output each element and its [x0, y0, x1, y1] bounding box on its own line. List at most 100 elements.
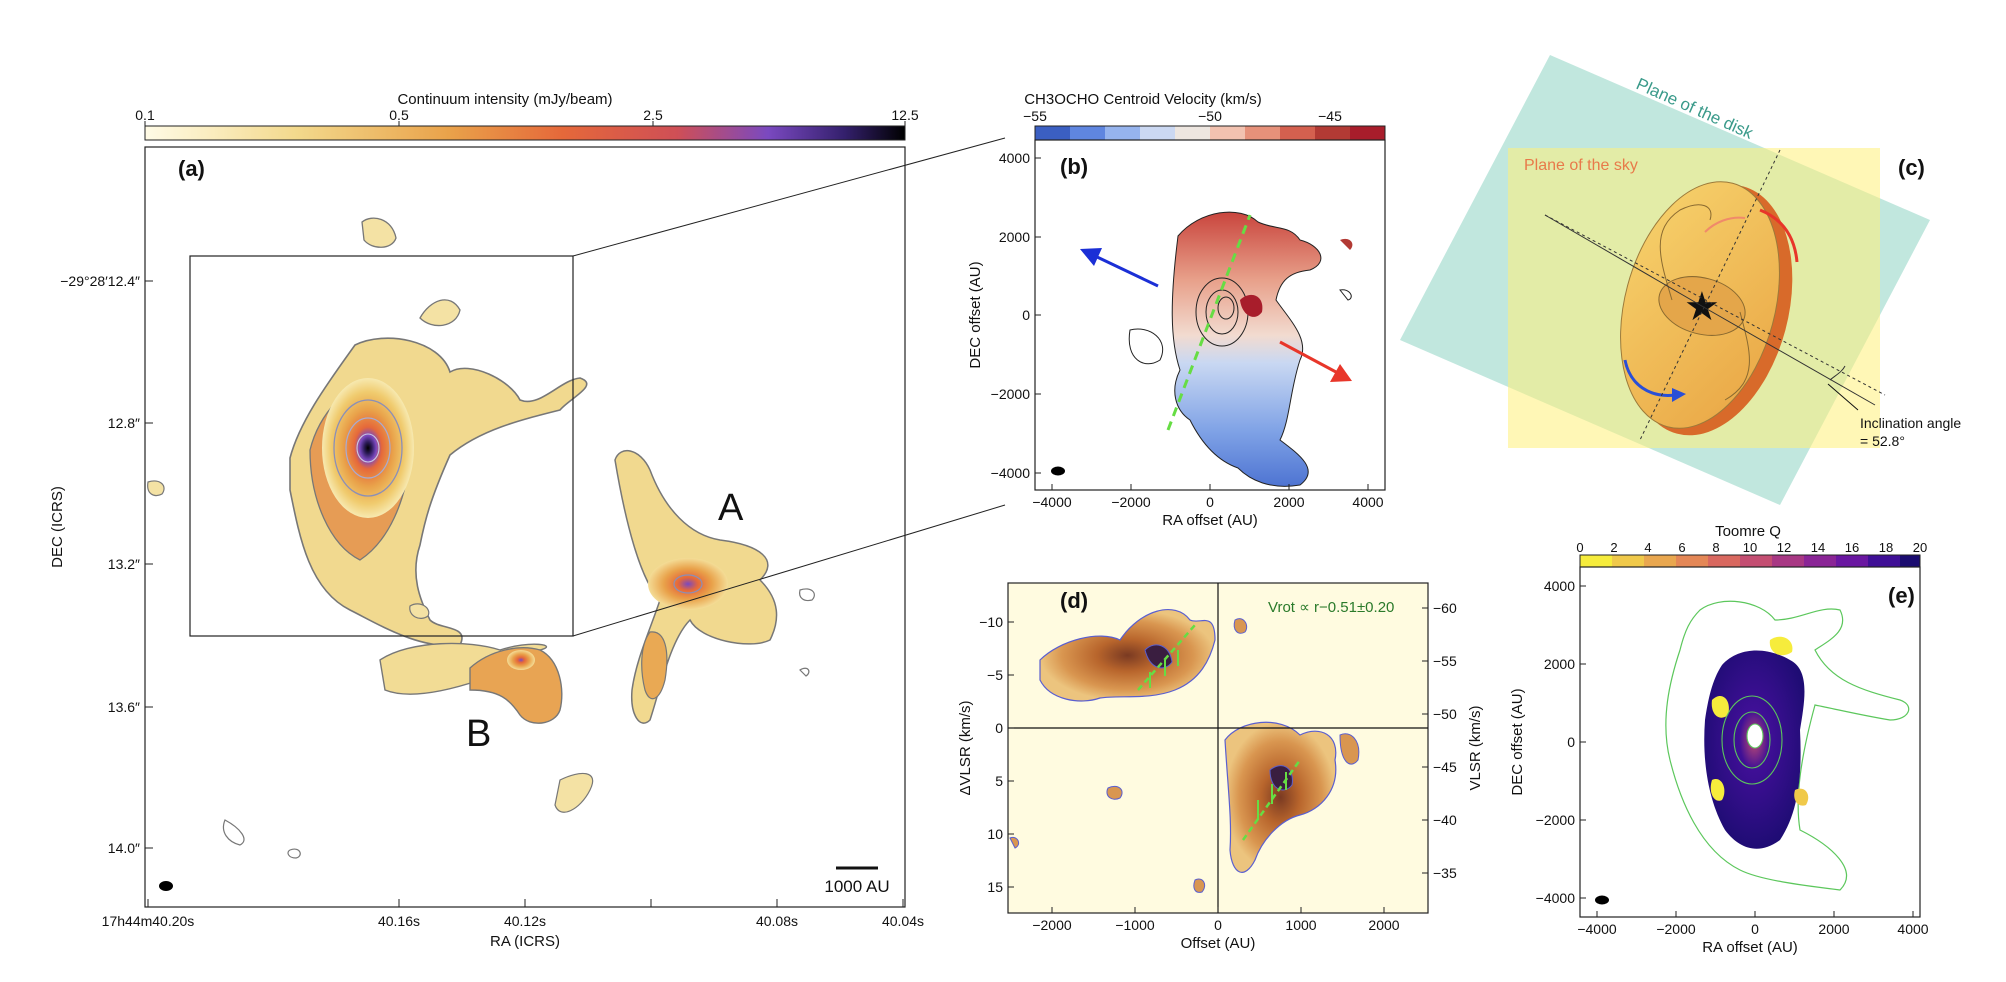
pv-diagram [1008, 583, 1428, 913]
panel-a-xtick: 17h44m40.20s [102, 913, 195, 929]
panel-b-ytick: 0 [1022, 307, 1030, 323]
colorbar-a-tick: 2.5 [643, 107, 663, 123]
continuum-contour [641, 631, 668, 700]
continuum-contour [222, 819, 245, 846]
panel-e-yaxis: 4000 2000 0 −2000 −4000 DEC offset (AU) [1509, 578, 1586, 906]
continuum-map [147, 217, 815, 859]
plane-sky-label: Plane of the sky [1524, 157, 1638, 174]
colorbar-a-tick: 12.5 [891, 107, 918, 123]
continuum-contour [287, 848, 301, 859]
panel-b: CH3OCHO Centroid Velocity (km/s) −55 −50… [967, 91, 1386, 529]
velocity-contour [1339, 289, 1352, 301]
rotation-arrow-red [1759, 208, 1799, 263]
rotation-curve [1137, 624, 1302, 841]
colorbar-a-ticks: 0.1 0.5 2.5 12.5 [135, 107, 919, 126]
colorbar-e-tick: 4 [1644, 540, 1651, 555]
colorbar-b-tick: −55 [1023, 108, 1047, 124]
beam [1051, 466, 1065, 476]
colorbar-e [1579, 554, 1921, 568]
panel-b-ytick: −2000 [991, 386, 1031, 402]
inclination-value: = 52.8° [1860, 433, 1905, 449]
continuum-peak-a [648, 558, 728, 610]
panel-b-ytick: 4000 [999, 150, 1030, 166]
sky-axis [1544, 214, 1886, 396]
panel-d-ytick: −10 [979, 614, 1003, 630]
colorbar-a-tick: 0.5 [389, 107, 409, 123]
panel-d-xtick: 2000 [1368, 917, 1399, 933]
panel-e-xaxis: −4000 −2000 0 2000 4000 RA offset (AU) [1577, 911, 1929, 956]
panel-a-ytick: −29°28′12.4″ [60, 273, 140, 289]
colorbar-e-tick: 16 [1845, 540, 1859, 555]
panel-d-xlabel: Offset (AU) [1181, 935, 1256, 952]
panel-d-xtick: −1000 [1115, 917, 1155, 933]
disk-outline [1620, 181, 1780, 429]
scalebar-label: 1000 AU [824, 877, 889, 896]
panel-a-xtick: 40.16s [378, 913, 420, 929]
toomre-field [1704, 650, 1805, 849]
continuum-region-small [419, 299, 461, 327]
panel-d-ytick-right: −45 [1433, 759, 1457, 775]
disk-curve [1659, 204, 1712, 301]
panel-a-ytick: 13.6″ [108, 699, 140, 715]
colorbar-e-tick: 0 [1576, 540, 1583, 555]
panel-b-xtick: 4000 [1352, 494, 1383, 510]
rotation-arrow-blue [1623, 359, 1676, 397]
panel-b-ytick: −4000 [991, 465, 1031, 481]
continuum-contour [799, 667, 810, 677]
panel-e-xtick: −4000 [1577, 921, 1617, 937]
panel-a-ytick: 12.8″ [108, 415, 140, 431]
continuum-region-b [469, 647, 563, 724]
source-label-a: A [718, 487, 744, 529]
panel-d-xtick: 1000 [1285, 917, 1316, 933]
toomre-patch [1769, 636, 1793, 656]
panel-d: (d) Vrot ∝ r−0.51±0.20 −2000 −1000 0 100… [957, 582, 1484, 952]
panel-d-ytick-right: −35 [1433, 865, 1457, 881]
panel-b-xtick: 2000 [1273, 494, 1304, 510]
panel-d-ytick: 5 [995, 773, 1003, 789]
colorbar-a-tick: 0.1 [135, 107, 155, 123]
zoom-connector [572, 137, 1006, 257]
continuum-peak-b [507, 650, 535, 670]
colorbar-e-tick: 10 [1743, 540, 1757, 555]
colorbar-e-tick: 12 [1777, 540, 1791, 555]
continuum-region-small [361, 217, 397, 248]
panel-e-ytick: −2000 [1536, 812, 1576, 828]
blue-outflow-arrow [1094, 254, 1159, 288]
panel-d-ytick: 0 [995, 720, 1003, 736]
rotation-arrowhead-blue [1672, 388, 1686, 402]
panel-d-ytick-right: −50 [1433, 706, 1457, 722]
sky-axis [1544, 214, 1701, 306]
pv-region-small [1009, 836, 1020, 849]
panel-e-ytick: 2000 [1544, 656, 1575, 672]
continuum-peak-main [322, 378, 414, 518]
colorbar-b-tick: −45 [1318, 108, 1342, 124]
colorbar-a [144, 125, 906, 141]
panel-a-xaxis: 17h44m40.20s 40.16s 40.12s 40.08s 40.04s… [102, 899, 924, 950]
panel-e-xtick: 4000 [1897, 921, 1928, 937]
panel-a-frame [144, 146, 906, 908]
panel-b-xtick: −2000 [1111, 494, 1151, 510]
panel-a-ytick: 14.0″ [108, 840, 140, 856]
panel-e-xtick: −2000 [1656, 921, 1696, 937]
colorbar-e-tick: 20 [1913, 540, 1927, 555]
rotation-axis [1166, 214, 1252, 431]
pv-region-blue [1039, 609, 1216, 702]
star-icon: ★ [1684, 285, 1720, 329]
pv-formula: Vrot ∝ r−0.51±0.20 [1268, 599, 1394, 616]
toomre-center [1746, 723, 1764, 749]
panel-d-yaxis-right: −60 −55 −50 −45 −40 −35 VLSR (km/s) [1422, 600, 1484, 881]
pv-region-small [1193, 878, 1206, 893]
panel-d-xtick: −2000 [1032, 917, 1072, 933]
panel-d-ylabel-left: ΔVLSR (km/s) [957, 700, 974, 795]
panel-b-label: (b) [1060, 154, 1088, 179]
panel-e-ylabel: DEC offset (AU) [1509, 688, 1526, 795]
velocity-contour [1128, 328, 1164, 365]
colorbar-e-tick: 18 [1879, 540, 1893, 555]
toomre-patch [1711, 695, 1729, 718]
beam [159, 881, 173, 891]
colorbar-b-title: CH3OCHO Centroid Velocity (km/s) [1024, 91, 1262, 108]
inclination-pointer [1827, 383, 1859, 411]
panel-d-label: (d) [1060, 588, 1088, 613]
continuum-contour [333, 399, 403, 497]
